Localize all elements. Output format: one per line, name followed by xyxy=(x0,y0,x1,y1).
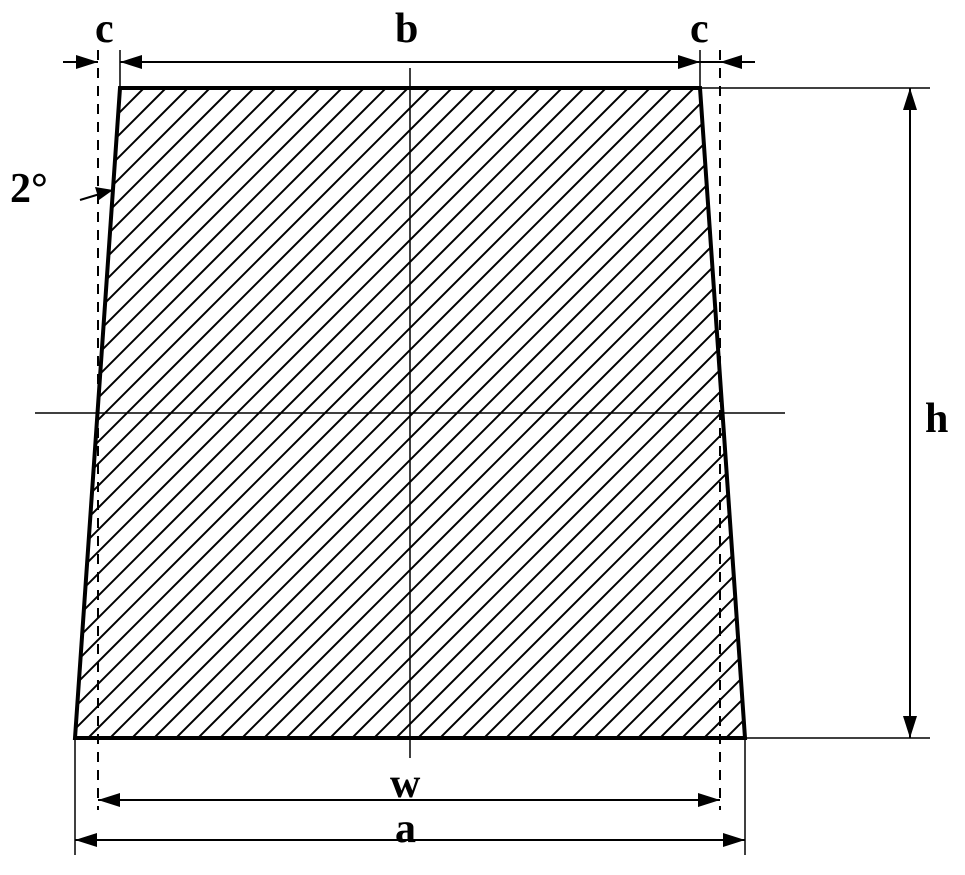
label-c-left: c xyxy=(95,5,114,53)
label-b: b xyxy=(395,5,418,53)
technical-drawing xyxy=(0,0,965,875)
label-h: h xyxy=(925,395,948,443)
label-a: a xyxy=(395,805,416,853)
label-w: w xyxy=(390,760,420,808)
label-angle: 2° xyxy=(10,165,48,213)
label-c-right: c xyxy=(690,5,709,53)
